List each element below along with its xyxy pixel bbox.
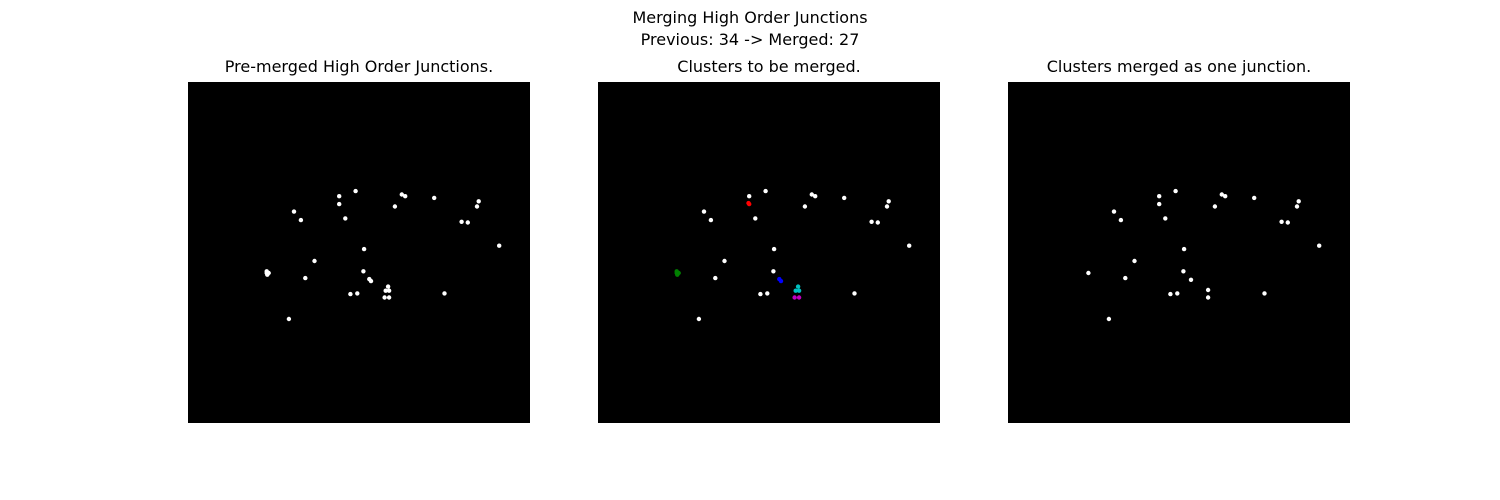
junction-point [361, 269, 366, 274]
junction-point [1157, 201, 1162, 207]
junction-point [1294, 204, 1300, 209]
junction-point [383, 288, 388, 293]
junction-point [403, 194, 408, 199]
junction-point [1181, 246, 1187, 252]
junction-point [1262, 291, 1267, 296]
junction-point [753, 216, 758, 221]
junction-point [1132, 258, 1137, 264]
junction-point [1111, 209, 1117, 214]
junction-point [1163, 216, 1168, 221]
junction-point [1181, 269, 1186, 274]
junction-point [1086, 270, 1091, 276]
junction-point [875, 220, 880, 225]
junction-point [348, 291, 353, 297]
junction-point [298, 217, 304, 223]
junction-point [869, 219, 874, 224]
figure-subtitle: Previous: 34 -> Merged: 27 [640, 30, 860, 49]
junction-point [459, 219, 464, 224]
junction-point [303, 275, 308, 281]
junction-point [312, 258, 317, 264]
junction-point [382, 295, 387, 300]
junction-point [884, 204, 890, 209]
cluster-point-5 [796, 295, 802, 300]
junction-point [337, 194, 342, 199]
junction-point [353, 188, 358, 194]
junction-point [1205, 295, 1211, 300]
junction-point [286, 316, 292, 322]
junction-point [886, 199, 891, 204]
junction-point [1173, 188, 1178, 194]
junction-point [1279, 219, 1284, 224]
junction-point [907, 243, 912, 248]
panel-1-scatter [264, 188, 502, 322]
junction-point [386, 295, 392, 300]
junction-point [368, 278, 374, 284]
junction-point [361, 246, 367, 252]
junction-point [765, 291, 770, 296]
junction-point [747, 194, 752, 199]
junction-point [337, 201, 342, 207]
junction-point [474, 204, 480, 209]
junction-point [264, 270, 269, 276]
junction-point [1285, 220, 1290, 225]
junction-point [713, 275, 718, 281]
junction-point [758, 291, 763, 297]
junction-point [1317, 243, 1322, 248]
cluster-point-3 [778, 278, 784, 284]
junction-point [442, 291, 447, 296]
cluster-point-4 [795, 284, 801, 289]
junction-point [802, 204, 808, 209]
junction-point [1106, 316, 1112, 322]
panel-2-scatter [674, 188, 912, 322]
junction-point [291, 209, 297, 214]
junction-point [708, 217, 714, 223]
junction-point [476, 199, 481, 204]
figure-title: Merging High Order Junctions [632, 8, 868, 27]
junction-point [1118, 217, 1124, 223]
junction-point [343, 216, 348, 221]
junction-point [392, 204, 398, 209]
panel-1-plot [188, 82, 530, 423]
junction-point [852, 291, 857, 296]
junction-point [385, 284, 391, 289]
junction-point [1175, 291, 1180, 296]
junction-point [813, 194, 818, 199]
junction-point [1123, 275, 1128, 281]
junction-point [386, 288, 392, 293]
panel-3-title: Clusters merged as one junction. [1046, 57, 1312, 76]
junction-point [771, 246, 777, 252]
junction-point [842, 195, 847, 201]
panel-2-plot [598, 82, 940, 423]
junction-point [1223, 194, 1228, 199]
junction-point [1212, 204, 1218, 209]
junction-point [696, 316, 702, 322]
panel-3-scatter [1086, 188, 1322, 322]
cluster-point-4 [796, 288, 802, 293]
junction-point [722, 258, 727, 264]
panel-1-title: Pre-merged High Order Junctions. [224, 57, 494, 76]
junction-point [1252, 195, 1257, 201]
cluster-point-5 [792, 295, 797, 300]
junction-point [1188, 277, 1194, 282]
junction-point [1296, 199, 1301, 204]
junction-point [497, 243, 502, 248]
panel-2-title: Clusters to be merged. [677, 57, 861, 76]
junction-point [763, 188, 768, 194]
junction-point [1168, 291, 1173, 297]
panel-3-plot [1008, 82, 1350, 423]
junction-point [1205, 287, 1211, 293]
cluster-point-4 [793, 288, 798, 293]
junction-point [701, 209, 707, 214]
junction-point [399, 192, 404, 197]
junction-point [1157, 194, 1162, 199]
junction-point [1219, 192, 1224, 197]
junction-point [355, 291, 360, 296]
junction-point [809, 192, 814, 197]
cluster-point-2 [674, 270, 679, 276]
junction-point [432, 195, 437, 201]
junction-point [771, 269, 776, 274]
cluster-point-1 [746, 200, 751, 206]
junction-point [465, 220, 470, 225]
